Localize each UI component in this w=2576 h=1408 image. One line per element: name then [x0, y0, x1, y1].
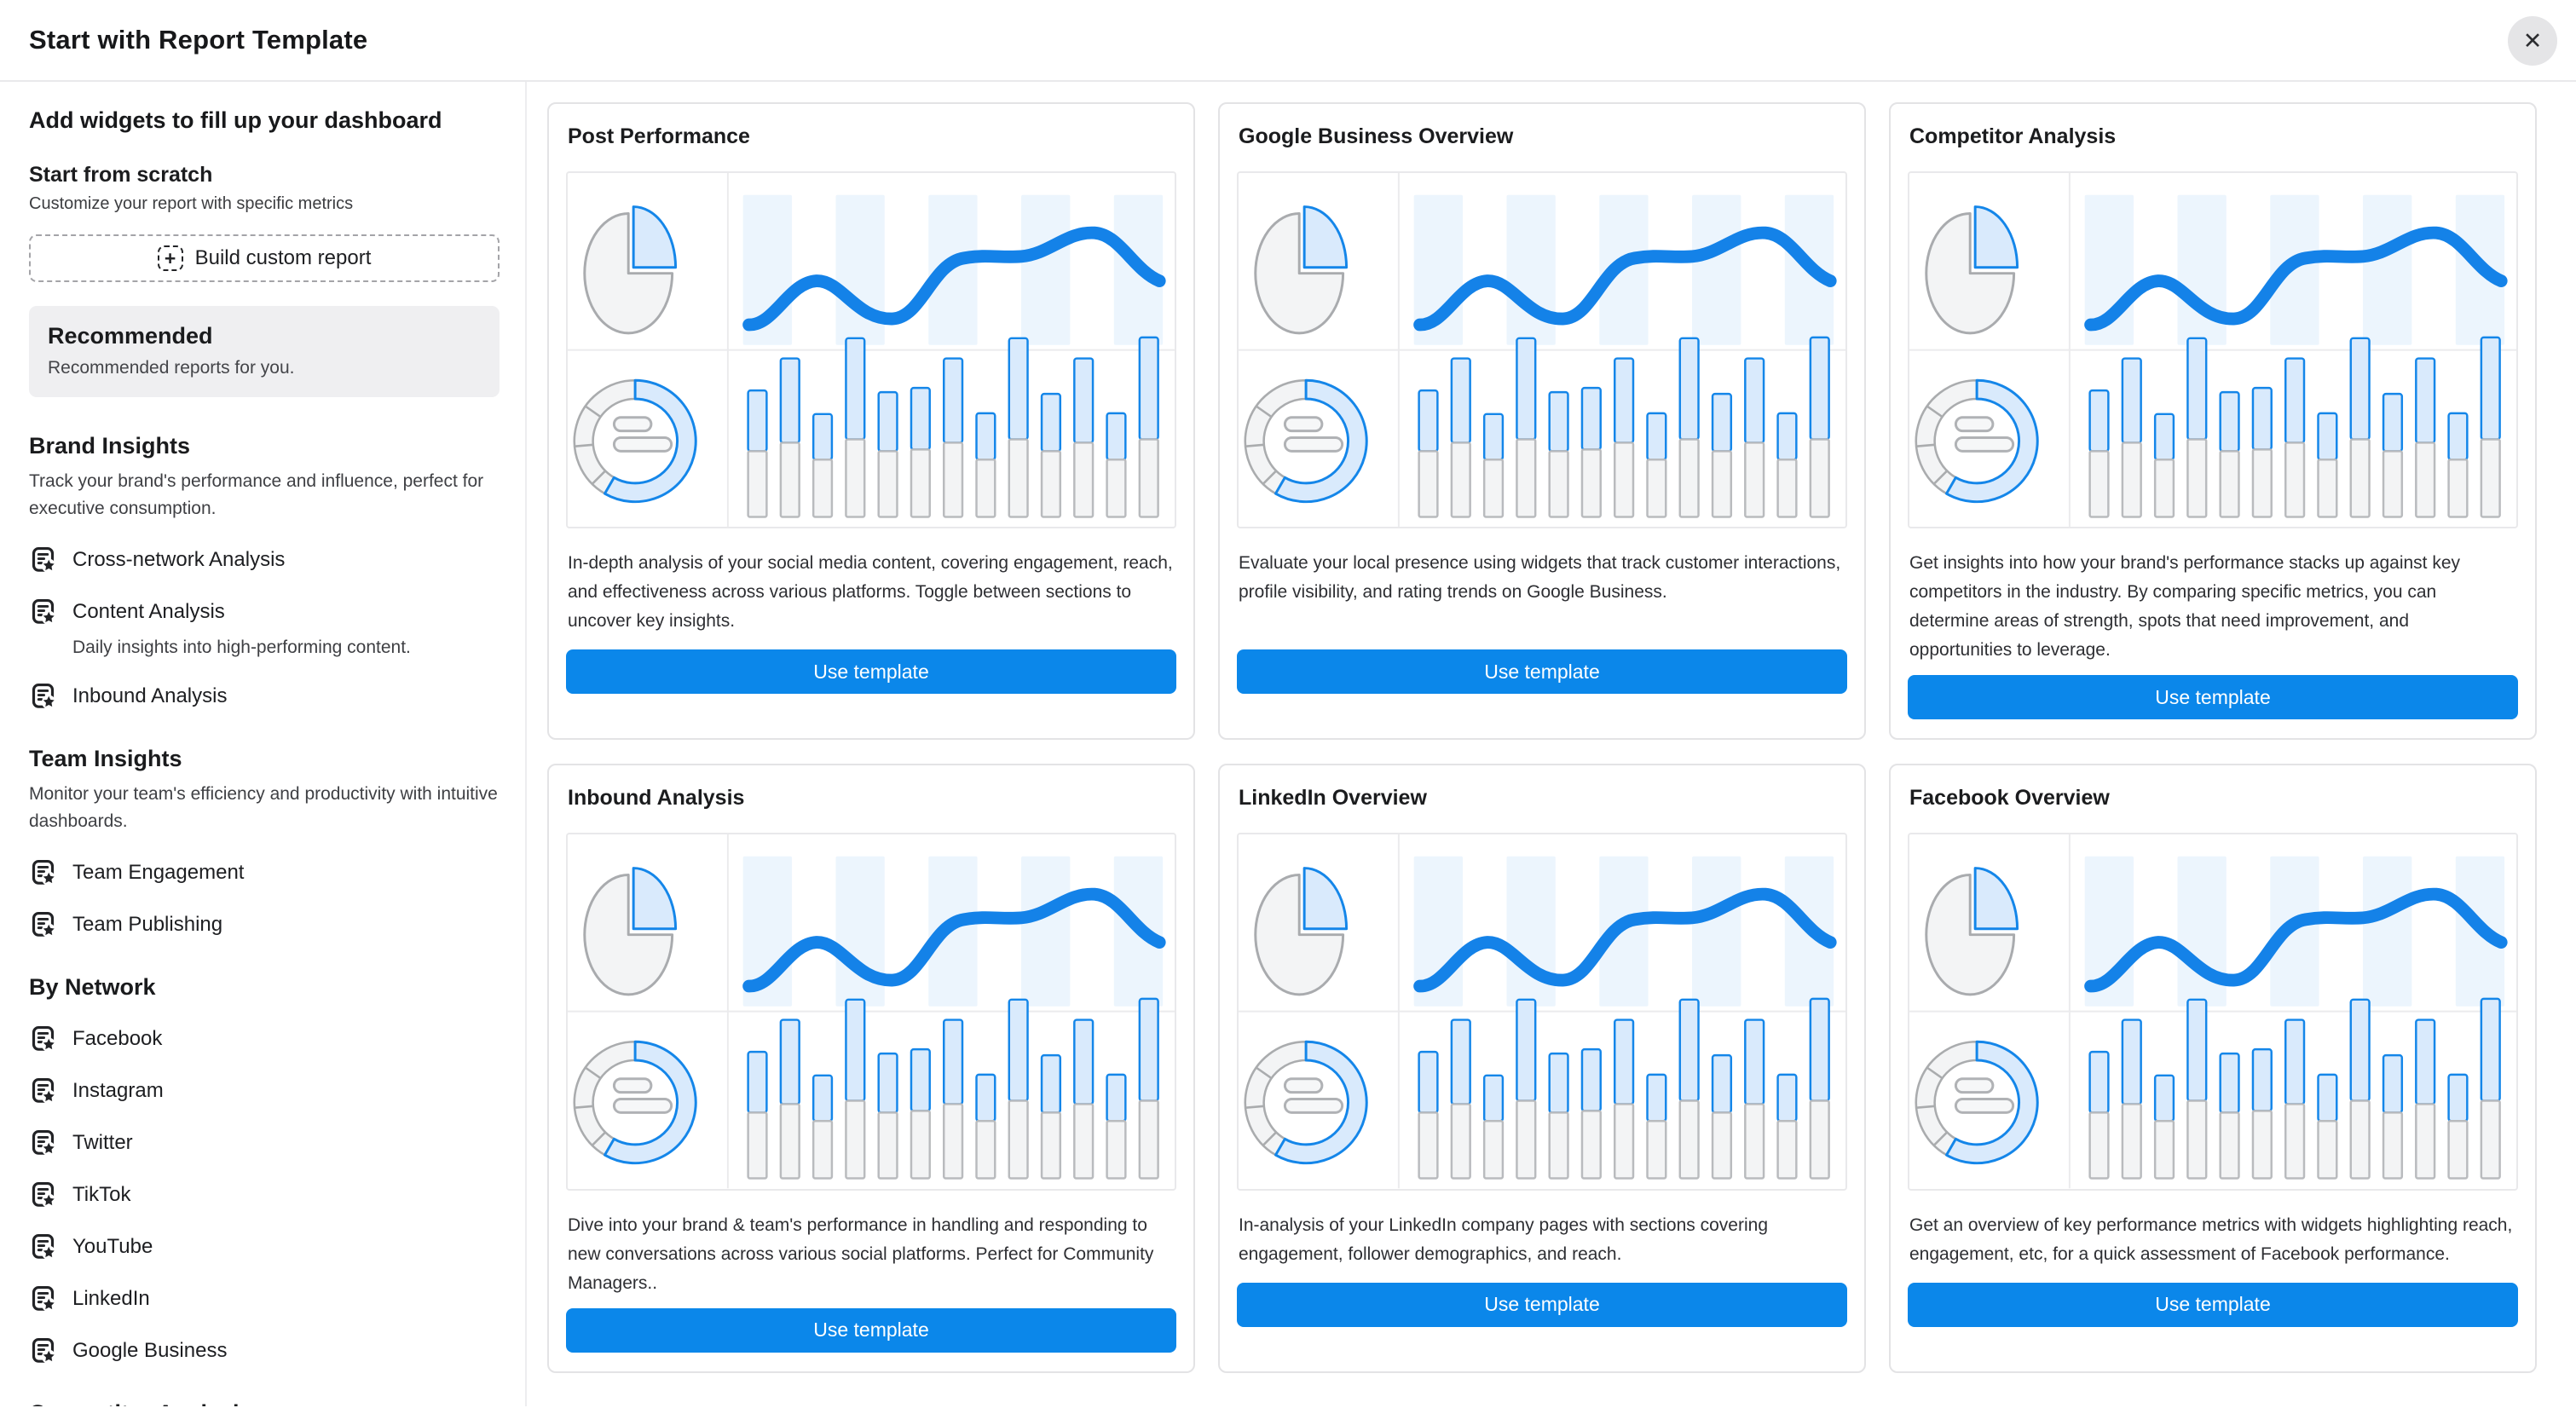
card-title: Facebook Overview	[1909, 786, 2110, 811]
report-preview-illustration	[566, 171, 1176, 529]
report-star-icon	[29, 1076, 57, 1105]
start-from-scratch-title: Start from scratch	[29, 163, 213, 187]
close-icon: ✕	[2522, 27, 2543, 55]
build-custom-report-button[interactable]: + Build custom report	[29, 234, 500, 282]
charts-illustration	[1239, 834, 1845, 1188]
card-title: Post Performance	[568, 124, 750, 148]
section-title: By Network	[29, 974, 156, 1000]
sidebar-item-label: Facebook	[72, 1026, 163, 1050]
sidebar-item-label: TikTok	[72, 1182, 131, 1206]
section-team-insights: Team Insights Monitor your team's effici…	[29, 746, 500, 938]
sidebar-item-sublabel: Daily insights into high-performing cont…	[72, 638, 411, 657]
section-brand-insights: Brand Insights Track your brand's perfor…	[29, 433, 500, 710]
modal-title: Start with Report Template	[29, 25, 368, 55]
use-template-button[interactable]: Use template	[1908, 675, 2518, 720]
use-template-button[interactable]: Use template	[1237, 1282, 1847, 1327]
charts-illustration	[568, 834, 1175, 1188]
sidebar-item-tiktok[interactable]: TikTok	[29, 1180, 500, 1209]
report-preview-illustration	[1908, 171, 2518, 529]
report-star-icon	[29, 1024, 57, 1053]
sidebar-item-team-engagement[interactable]: Team Engagement	[29, 858, 500, 886]
charts-illustration	[1909, 173, 2516, 527]
sidebar-item-facebook[interactable]: Facebook	[29, 1024, 500, 1053]
sidebar-item-recommended[interactable]: Recommended Recommended reports for you.	[29, 306, 500, 397]
report-preview-illustration	[1908, 833, 2518, 1191]
use-template-button[interactable]: Use template	[1237, 649, 1847, 695]
build-custom-report-label: Build custom report	[194, 246, 372, 269]
sidebar-item-google-business[interactable]: Google Business	[29, 1336, 500, 1365]
sidebar-item-label: Google Business	[72, 1338, 228, 1362]
report-star-icon	[29, 1284, 57, 1313]
section-by-network: By Network Facebook Instagram Twitter Ti…	[29, 974, 500, 1365]
template-card-google-business-overview: Google Business Overview Evaluate your l…	[1218, 102, 1866, 741]
sidebar-item-inbound-analysis[interactable]: Inbound Analysis	[29, 682, 500, 710]
template-card-inbound-analysis: Inbound Analysis Dive into your brand & …	[547, 764, 1195, 1373]
sidebar-item-content-analysis[interactable]: Content Analysis	[29, 597, 500, 626]
sidebar-item-label: Cross-network Analysis	[72, 547, 286, 571]
sidebar-item-cross-network-analysis[interactable]: Cross-network Analysis	[29, 545, 500, 574]
report-preview-illustration	[566, 833, 1176, 1191]
report-preview-illustration	[1237, 171, 1847, 529]
sidebar-heading: Add widgets to fill up your dashboard	[29, 107, 442, 133]
sidebar-item-label: Twitter	[72, 1130, 133, 1154]
card-description: Dive into your brand & team's performanc…	[568, 1215, 1154, 1293]
card-description: In-depth analysis of your social media c…	[568, 553, 1173, 632]
use-template-button[interactable]: Use template	[1908, 1282, 2518, 1327]
template-gallery: Post Performance In-depth analysis of yo…	[527, 82, 2576, 1406]
close-button[interactable]: ✕	[2508, 16, 2557, 66]
charts-illustration	[568, 173, 1175, 527]
modal-header: Start with Report Template ✕	[0, 0, 2576, 82]
charts-illustration	[1239, 173, 1845, 527]
card-title: Competitor Analysis	[1909, 124, 2117, 148]
report-star-icon	[29, 1336, 57, 1365]
plus-icon: +	[157, 245, 183, 271]
template-card-competitor-analysis: Competitor Analysis Get insights into ho…	[1889, 102, 2537, 741]
use-template-button[interactable]: Use template	[566, 1307, 1176, 1353]
recommended-title: Recommended	[48, 323, 213, 349]
report-star-icon	[29, 910, 57, 938]
sidebar-item-label: Team Publishing	[72, 912, 223, 936]
report-star-icon	[29, 545, 57, 574]
card-description: Get an overview of key performance metri…	[1909, 1215, 2513, 1264]
report-star-icon	[29, 1180, 57, 1209]
section-title: Team Insights	[29, 746, 182, 771]
section-description: Monitor your team's efficiency and produ…	[29, 784, 498, 831]
recommended-subtitle: Recommended reports for you.	[48, 358, 295, 378]
sidebar-item-label: Team Engagement	[72, 860, 245, 884]
report-star-icon	[29, 682, 57, 710]
sidebar-item-linkedin[interactable]: LinkedIn	[29, 1284, 500, 1313]
template-card-post-performance: Post Performance In-depth analysis of yo…	[547, 102, 1195, 741]
card-title: Inbound Analysis	[568, 786, 745, 811]
card-description: Evaluate your local presence using widge…	[1239, 553, 1841, 603]
card-description: Get insights into how your brand's perfo…	[1909, 553, 2461, 661]
sidebar: Add widgets to fill up your dashboard St…	[0, 82, 527, 1406]
sidebar-item-team-publishing[interactable]: Team Publishing	[29, 910, 500, 938]
report-star-icon	[29, 597, 57, 626]
start-from-scratch-subtitle: Customize your report with specific metr…	[29, 194, 354, 213]
use-template-button[interactable]: Use template	[566, 649, 1176, 695]
start-from-scratch-block: Start from scratch Customize your report…	[29, 163, 500, 282]
section-title: Brand Insights	[29, 433, 191, 459]
sidebar-item-youtube[interactable]: YouTube	[29, 1232, 500, 1261]
card-description: In-analysis of your LinkedIn company pag…	[1239, 1215, 1768, 1264]
template-card-facebook-overview: Facebook Overview Get an overview of key…	[1889, 764, 2537, 1373]
template-card-linkedin-overview: LinkedIn Overview In-analysis of your Li…	[1218, 764, 1866, 1373]
report-preview-illustration	[1237, 833, 1847, 1191]
sidebar-item-instagram[interactable]: Instagram	[29, 1076, 500, 1105]
sidebar-item-label: Content Analysis	[72, 599, 225, 623]
sidebar-item-label: Instagram	[72, 1078, 164, 1102]
report-star-icon	[29, 1232, 57, 1261]
card-title: LinkedIn Overview	[1239, 786, 1427, 811]
card-title: Google Business Overview	[1239, 124, 1514, 148]
charts-illustration	[1909, 834, 2516, 1188]
section-description: Track your brand's performance and influ…	[29, 471, 484, 518]
report-star-icon	[29, 858, 57, 886]
section-title: Competitor Analysis	[29, 1400, 500, 1406]
sidebar-item-label: YouTube	[72, 1234, 153, 1258]
report-star-icon	[29, 1128, 57, 1157]
sidebar-item-twitter[interactable]: Twitter	[29, 1128, 500, 1157]
sidebar-item-label: Inbound Analysis	[72, 684, 228, 707]
section-competitor-analysis: Competitor Analysis Benchmark your brand…	[29, 1400, 500, 1406]
sidebar-item-label: LinkedIn	[72, 1286, 150, 1310]
